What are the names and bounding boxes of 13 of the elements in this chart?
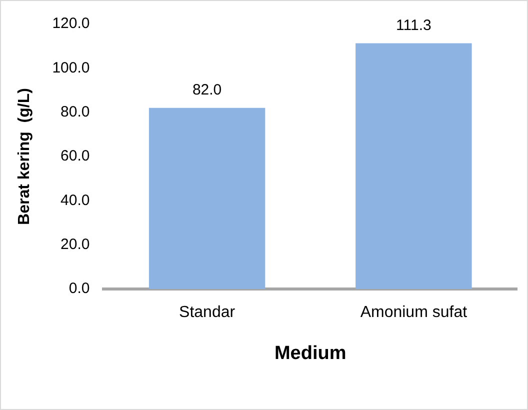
y-tick-label: 20.0 <box>60 236 90 253</box>
y-tick-label: 120.0 <box>52 15 90 32</box>
data-label: 82.0 <box>192 82 222 99</box>
data-label: 111.3 <box>396 16 432 34</box>
y-tick-label: 0.0 <box>68 280 90 298</box>
x-tick-label: Standar <box>179 304 236 322</box>
x-axis-title: Medium <box>274 342 346 364</box>
y-tick-label: 40.0 <box>60 192 90 209</box>
y-axis-title: Berat kering (g/L) <box>16 88 34 225</box>
y-tick-label: 100.0 <box>52 59 90 76</box>
y-tick-label: 60.0 <box>60 148 90 165</box>
y-tick-label: 80.0 <box>60 103 90 120</box>
x-tick-label: Amonium sufat <box>360 304 468 322</box>
